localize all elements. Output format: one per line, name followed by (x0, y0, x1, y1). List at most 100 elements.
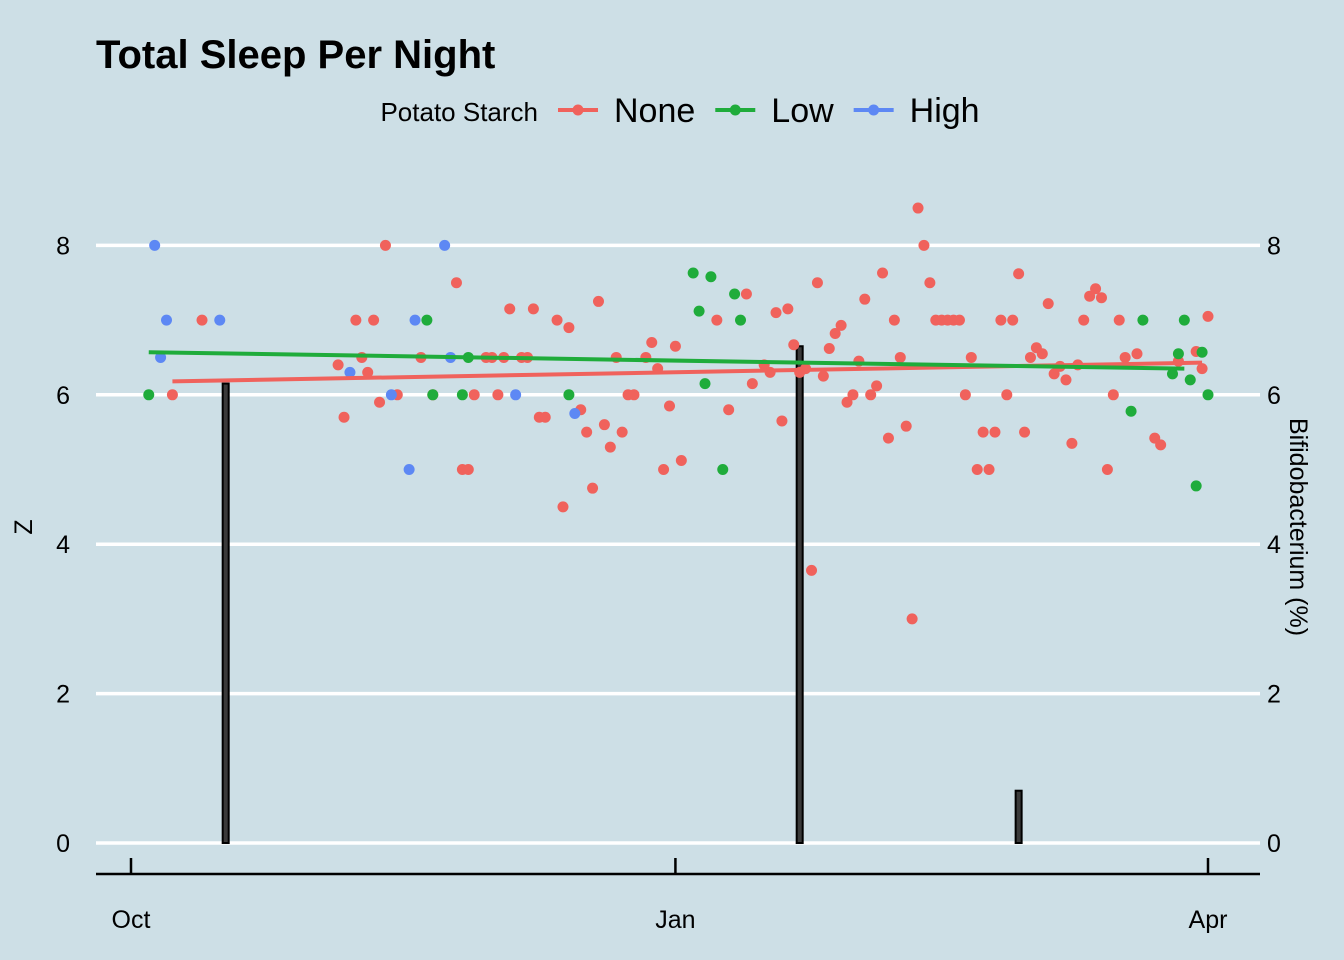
point-none (817, 370, 829, 382)
legend-items: None Low High (558, 92, 980, 130)
point-low (1166, 368, 1178, 380)
point-none (1066, 437, 1078, 449)
y2-tick-label: 4 (1267, 531, 1281, 559)
point-low (717, 464, 729, 475)
point-none (166, 389, 178, 401)
chart-title: Total Sleep Per Night (96, 33, 495, 77)
point-none (587, 482, 599, 494)
point-none (953, 314, 965, 326)
y2-tick-label: 2 (1267, 681, 1281, 709)
gridlines (96, 243, 1260, 845)
point-low (1125, 405, 1137, 417)
trend-line-low (148, 350, 1185, 371)
point-low (1137, 314, 1149, 326)
point-none (628, 389, 640, 401)
legend-key-dot (572, 104, 584, 116)
legend-item-high: High (853, 92, 980, 130)
legend-key-dot (729, 104, 741, 116)
point-none (1013, 268, 1025, 280)
y2-axis-title: Bifidobacterium (%) (1284, 418, 1312, 636)
point-high (409, 314, 421, 326)
point-none (1131, 348, 1143, 360)
point-none (1095, 292, 1107, 304)
point-none (965, 351, 977, 363)
bifidobacterium-bar (1014, 789, 1023, 845)
point-none (368, 314, 380, 326)
point-none (829, 328, 841, 340)
point-none (604, 441, 616, 453)
point-none (740, 288, 752, 300)
point-none (1048, 368, 1060, 380)
point-low (1178, 314, 1190, 326)
point-low (1184, 374, 1196, 386)
point-none (924, 277, 936, 289)
point-none (362, 366, 374, 378)
point-none (1196, 363, 1208, 375)
point-none (1084, 290, 1096, 302)
point-none (977, 426, 989, 438)
point-none (646, 337, 658, 349)
point-none (1113, 314, 1125, 326)
point-high (161, 314, 173, 326)
y2-tick-label: 0 (1267, 830, 1281, 858)
point-none (527, 303, 539, 315)
point-none (551, 314, 563, 326)
point-none (1202, 310, 1214, 322)
point-none (557, 501, 569, 513)
legend-label: None (614, 92, 695, 130)
y-axis-title: Z (10, 519, 38, 534)
point-high (403, 464, 415, 475)
point-none (877, 267, 889, 279)
point-low (456, 389, 468, 401)
y-axis-tick-labels: 0 2 4 6 8 (56, 232, 70, 858)
x-axis: Oct Jan Apr (96, 858, 1260, 934)
point-none (823, 342, 835, 354)
point-none (811, 277, 823, 289)
point-high (569, 407, 581, 419)
point-none (995, 314, 1007, 326)
points (143, 202, 1214, 625)
point-none (539, 411, 551, 423)
point-none (350, 314, 362, 326)
x-tick-label: Jan (655, 906, 695, 934)
point-none (723, 404, 735, 416)
point-none (664, 400, 675, 412)
point-none (847, 389, 859, 401)
point-low (735, 314, 747, 326)
point-none (806, 564, 818, 576)
point-none (711, 314, 723, 326)
point-none (912, 202, 924, 214)
y2-tick-label: 8 (1267, 232, 1281, 260)
y-tick-label: 8 (56, 232, 70, 260)
point-none (1155, 439, 1167, 451)
point-low (693, 305, 705, 317)
point-none (196, 314, 208, 326)
point-none (468, 389, 480, 401)
point-low (1172, 348, 1184, 360)
point-high (510, 389, 522, 401)
bars (221, 345, 1023, 845)
point-low (421, 314, 433, 326)
point-none (563, 322, 575, 334)
point-none (1001, 389, 1013, 401)
point-low (699, 378, 711, 390)
point-none (882, 432, 894, 444)
y2-tick-label: 6 (1267, 382, 1281, 410)
point-none (658, 464, 670, 475)
point-none (746, 378, 758, 390)
point-none (776, 415, 788, 427)
point-none (462, 464, 474, 475)
point-none (859, 293, 871, 305)
legend-item-none: None (558, 92, 695, 130)
point-none (1024, 351, 1036, 363)
point-low (729, 288, 741, 300)
point-none (1119, 351, 1131, 363)
point-none (504, 303, 516, 315)
bifidobacterium-bar (221, 382, 230, 844)
point-low (563, 389, 575, 401)
point-none (1107, 389, 1119, 401)
point-none (669, 340, 681, 352)
y2-axis-tick-labels: 0 2 4 6 8 (1267, 232, 1281, 858)
point-none (959, 389, 971, 401)
